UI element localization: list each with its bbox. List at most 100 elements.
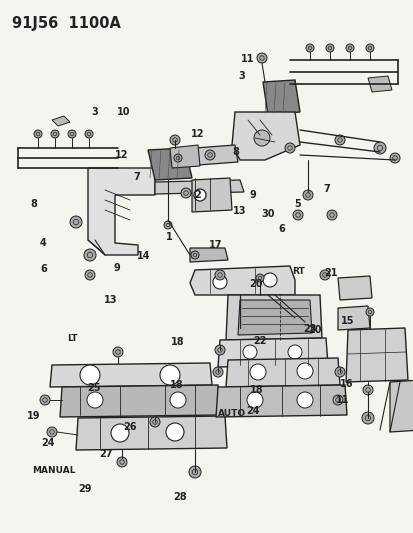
Circle shape: [273, 342, 285, 354]
Text: 91J56  1100A: 91J56 1100A: [12, 16, 121, 31]
Text: LT: LT: [67, 334, 78, 343]
Circle shape: [40, 395, 50, 405]
Circle shape: [150, 417, 159, 427]
Polygon shape: [60, 385, 219, 417]
Polygon shape: [154, 180, 243, 194]
Circle shape: [212, 275, 226, 289]
Circle shape: [326, 210, 336, 220]
Polygon shape: [345, 328, 407, 382]
Text: 20: 20: [249, 279, 262, 288]
Circle shape: [87, 392, 103, 408]
Text: 12: 12: [115, 150, 128, 159]
Text: MANUAL: MANUAL: [32, 466, 76, 474]
Text: 8: 8: [31, 199, 37, 208]
Circle shape: [334, 367, 344, 377]
Polygon shape: [192, 178, 231, 212]
Text: 18: 18: [171, 337, 184, 347]
Text: RT: RT: [291, 268, 304, 276]
Text: 22: 22: [253, 336, 266, 346]
Polygon shape: [216, 385, 346, 417]
Text: 7: 7: [133, 172, 140, 182]
Text: 27: 27: [99, 449, 112, 459]
Circle shape: [111, 424, 129, 442]
Text: 3: 3: [92, 107, 98, 117]
Circle shape: [296, 363, 312, 379]
Circle shape: [254, 130, 269, 146]
Polygon shape: [147, 148, 192, 180]
Circle shape: [292, 210, 302, 220]
Circle shape: [214, 345, 224, 355]
Text: 14: 14: [137, 251, 150, 261]
Circle shape: [173, 154, 182, 162]
Circle shape: [319, 270, 329, 280]
Text: 29: 29: [78, 484, 91, 494]
Circle shape: [166, 423, 183, 441]
Text: 5: 5: [293, 199, 300, 208]
Circle shape: [214, 270, 224, 280]
Polygon shape: [195, 145, 237, 165]
Text: 8: 8: [232, 147, 239, 157]
Circle shape: [249, 364, 266, 380]
Circle shape: [334, 135, 344, 145]
Circle shape: [262, 273, 276, 287]
Circle shape: [247, 392, 262, 408]
Polygon shape: [231, 112, 299, 160]
Circle shape: [170, 135, 180, 145]
Text: 11: 11: [240, 54, 254, 63]
Circle shape: [296, 392, 312, 408]
Polygon shape: [52, 116, 70, 126]
Circle shape: [68, 130, 76, 138]
Text: 7: 7: [323, 184, 330, 194]
Circle shape: [345, 44, 353, 52]
Circle shape: [365, 44, 373, 52]
Polygon shape: [337, 276, 371, 300]
Text: 15: 15: [340, 316, 354, 326]
Polygon shape: [237, 300, 311, 335]
Circle shape: [389, 153, 399, 163]
Polygon shape: [190, 248, 228, 262]
Text: 21: 21: [324, 268, 337, 278]
Text: 16: 16: [339, 379, 353, 389]
Text: 20: 20: [308, 325, 321, 335]
Circle shape: [47, 427, 57, 437]
Circle shape: [80, 365, 100, 385]
Polygon shape: [170, 145, 199, 168]
Circle shape: [113, 347, 123, 357]
Text: 18: 18: [170, 380, 183, 390]
Circle shape: [361, 412, 373, 424]
Text: 28: 28: [173, 492, 186, 502]
Circle shape: [287, 345, 301, 359]
Polygon shape: [88, 168, 154, 255]
Circle shape: [84, 249, 96, 261]
Polygon shape: [262, 80, 299, 115]
Text: AUTO: AUTO: [217, 409, 245, 417]
Text: 4: 4: [40, 238, 47, 247]
Circle shape: [284, 143, 294, 153]
Text: 12: 12: [191, 130, 204, 139]
Polygon shape: [337, 306, 369, 330]
Circle shape: [242, 345, 256, 359]
Text: 6: 6: [278, 224, 284, 234]
Circle shape: [204, 150, 214, 160]
Text: 30: 30: [261, 209, 274, 219]
Circle shape: [373, 142, 385, 154]
Text: 18: 18: [249, 385, 263, 395]
Circle shape: [164, 221, 171, 229]
Text: 24: 24: [41, 439, 54, 448]
Text: 24: 24: [246, 407, 259, 416]
Text: 6: 6: [40, 264, 47, 274]
Text: 26: 26: [123, 423, 137, 432]
Text: 25: 25: [88, 383, 101, 393]
Text: 3: 3: [237, 71, 244, 80]
Circle shape: [194, 189, 206, 201]
Circle shape: [34, 130, 42, 138]
Circle shape: [190, 251, 199, 259]
Circle shape: [302, 190, 312, 200]
Polygon shape: [389, 380, 413, 432]
Text: 9: 9: [113, 263, 120, 272]
Polygon shape: [218, 338, 327, 367]
Text: 2: 2: [194, 190, 201, 199]
Circle shape: [332, 395, 342, 405]
Polygon shape: [225, 358, 339, 387]
Circle shape: [195, 182, 204, 192]
